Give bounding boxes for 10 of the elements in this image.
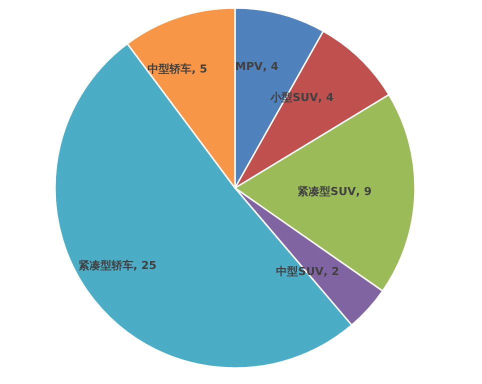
data-label: , 4 <box>318 91 334 104</box>
slice-label: 紧凑型SUV <box>298 185 356 198</box>
data-label: , 4 <box>262 60 279 74</box>
slice-label: 中型轿车 <box>148 62 192 76</box>
data-label: , 5 <box>192 62 208 76</box>
data-label: , 2 <box>324 265 340 278</box>
slice-label: MPV <box>235 60 264 74</box>
data-label: , 25 <box>133 258 157 272</box>
slice-label: 紧凑型轿车 <box>78 258 134 272</box>
data-label: , 9 <box>356 185 372 198</box>
